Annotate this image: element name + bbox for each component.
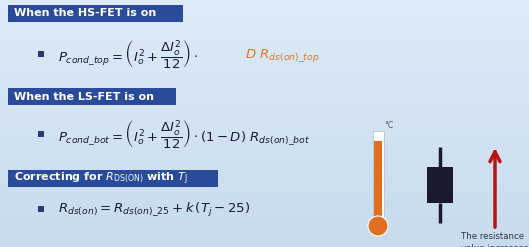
Bar	[38, 206, 43, 211]
Text: °C: °C	[385, 121, 394, 130]
Bar	[8, 170, 218, 187]
Bar	[374, 133, 382, 216]
Text: $P_{\mathit{cond\_bot}} = \left(I_o^2 + \dfrac{\Delta I_o^2}{12}\right) \cdot (1: $P_{\mathit{cond\_bot}} = \left(I_o^2 + …	[58, 119, 311, 151]
Bar	[38, 51, 43, 57]
Text: When the HS-FET is on: When the HS-FET is on	[14, 8, 156, 19]
Text: $D\ R_{\mathit{ds(on)\_top}}$: $D\ R_{\mathit{ds(on)\_top}}$	[245, 46, 320, 63]
Bar	[8, 5, 183, 22]
Bar	[8, 88, 176, 105]
Text: When the LS-FET is on: When the LS-FET is on	[14, 91, 154, 102]
Text: Correcting for $R_{\mathrm{DS(ON)}}$ with $T_{\mathrm{J}}$: Correcting for $R_{\mathrm{DS(ON)}}$ wit…	[14, 170, 188, 187]
Bar	[427, 167, 453, 203]
Bar	[38, 131, 43, 137]
Bar	[374, 133, 382, 141]
Bar	[372, 131, 384, 218]
Text: The resistance
value increases: The resistance value increases	[461, 232, 528, 247]
Text: $R_{\mathit{ds(on)}} = R_{\mathit{ds(on)\_25}} + k\,(T_j - 25)$: $R_{\mathit{ds(on)}} = R_{\mathit{ds(on)…	[58, 201, 250, 219]
Circle shape	[368, 216, 388, 236]
Text: $P_{\mathit{cond\_top}} = \left(I_o^2 + \dfrac{\Delta I_o^2}{12}\right) \cdot$: $P_{\mathit{cond\_top}} = \left(I_o^2 + …	[58, 39, 198, 72]
